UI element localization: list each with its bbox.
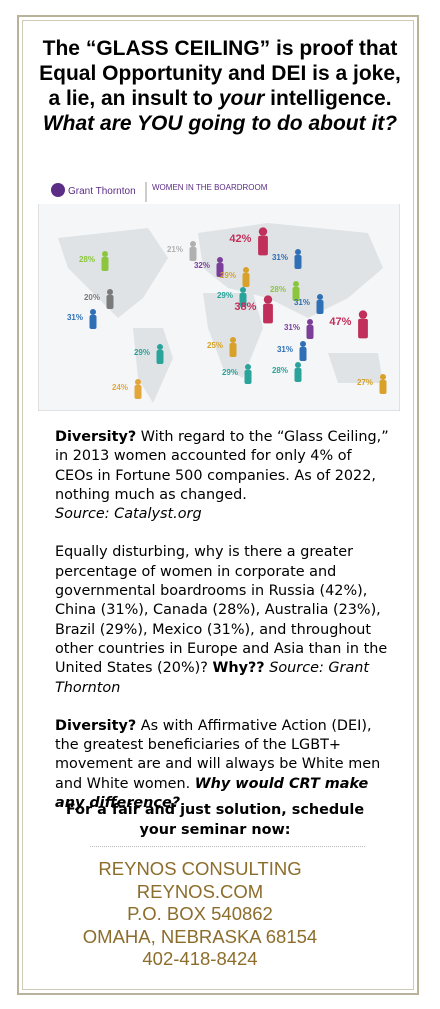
lead: Diversity? bbox=[55, 717, 137, 734]
body: Equally disturbing, why is there a great… bbox=[55, 544, 388, 677]
figure-body bbox=[294, 368, 302, 382]
figure-label: 32% bbox=[194, 261, 210, 270]
figure-label: 42% bbox=[229, 233, 251, 245]
figure-head bbox=[307, 319, 313, 325]
figure-head bbox=[263, 295, 273, 304]
infographic: Grant Thornton WOMEN IN THE BOARDROOM 28… bbox=[38, 178, 400, 411]
body-text: Diversity? With regard to the “Glass Cei… bbox=[55, 428, 393, 832]
figure-body bbox=[263, 303, 273, 324]
figure-head bbox=[317, 294, 323, 300]
figure-label: 47% bbox=[329, 316, 351, 328]
border bbox=[17, 15, 419, 995]
figure-body bbox=[379, 380, 387, 394]
source: Source: Catalyst.org bbox=[55, 506, 202, 523]
headline: The “GLASS CEILING” is proof that Equal … bbox=[35, 36, 405, 136]
figure-head bbox=[240, 287, 246, 293]
contact: REYNOS CONSULTING REYNOS.COM P.O. BOX 5408… bbox=[40, 858, 360, 971]
figure-body bbox=[316, 300, 324, 314]
figure-body bbox=[306, 325, 314, 339]
infographic-title: WOMEN IN THE BOARDROOM bbox=[152, 183, 268, 192]
figure-head bbox=[295, 362, 301, 368]
figure-body bbox=[239, 293, 247, 307]
source: Source: Grant Thornton bbox=[55, 660, 370, 696]
figure-body bbox=[258, 235, 268, 256]
figure-head bbox=[358, 310, 368, 319]
figure-head bbox=[295, 249, 301, 255]
contact-line: REYNOS CONSULTING bbox=[98, 858, 302, 879]
figure-body bbox=[89, 315, 97, 329]
figure-label: 28% bbox=[270, 285, 286, 294]
figure-body bbox=[292, 287, 300, 301]
brand: Grant Thornton bbox=[68, 186, 136, 197]
figure-label: 29% bbox=[134, 348, 150, 357]
figure-label: 29% bbox=[220, 271, 236, 280]
figure-label: 25% bbox=[207, 341, 223, 350]
figure-label: 31% bbox=[67, 313, 83, 322]
figure-label: 31% bbox=[284, 323, 300, 332]
paragraph: Equally disturbing, why is there a great… bbox=[55, 543, 393, 697]
lead: Why?? bbox=[212, 660, 265, 677]
rule bbox=[90, 846, 365, 847]
figure-head bbox=[190, 241, 196, 247]
figure-body bbox=[244, 370, 252, 384]
headline-italic: your bbox=[218, 87, 265, 110]
figure-body bbox=[101, 257, 109, 271]
figure-body bbox=[299, 347, 307, 361]
figure-head bbox=[102, 251, 108, 257]
headline-text: intelligence. bbox=[264, 87, 392, 110]
contact-line: 402-418-8424 bbox=[142, 948, 258, 969]
figure-head bbox=[135, 379, 141, 385]
figure-label: 24% bbox=[112, 383, 128, 392]
figure-head bbox=[217, 257, 223, 263]
figure-body bbox=[106, 295, 114, 309]
figure-body bbox=[242, 273, 250, 287]
header-bg bbox=[38, 178, 400, 204]
figure-body bbox=[189, 247, 197, 261]
figure-label: 31% bbox=[277, 345, 293, 354]
figure-body bbox=[216, 263, 224, 277]
figure-body bbox=[294, 255, 302, 269]
lead: Diversity? bbox=[55, 429, 137, 445]
figure-head bbox=[300, 341, 306, 347]
figure-head bbox=[258, 227, 268, 236]
figure-head bbox=[230, 337, 236, 343]
figure-label: 28% bbox=[79, 255, 95, 264]
figure-head bbox=[380, 374, 386, 380]
contact-line: OMAHA, NEBRASKA 68154 bbox=[82, 925, 318, 947]
continents bbox=[58, 223, 383, 403]
figure-label: 38% bbox=[234, 301, 256, 313]
figure-label: 29% bbox=[222, 368, 238, 377]
call-to-action: For a fair and just solution, schedule y… bbox=[65, 802, 365, 838]
headline-text: The “GLASS CEILING” is proof that Equal … bbox=[39, 37, 401, 110]
body: As with Affirmative Action (DEI), the gr… bbox=[55, 717, 381, 792]
figure-head bbox=[107, 289, 113, 295]
figure-body bbox=[156, 350, 164, 364]
figure-head bbox=[293, 281, 299, 287]
headline-italic: What are YOU going to do about it? bbox=[42, 112, 398, 135]
logo bbox=[51, 183, 65, 197]
contact-line: REYNOS.COM bbox=[136, 880, 264, 902]
figure-label: 27% bbox=[357, 378, 373, 387]
contact-line: P.O. BOX 540862 bbox=[127, 903, 273, 924]
figure-head bbox=[157, 344, 163, 350]
figure-head bbox=[243, 267, 249, 273]
figure-label: 28% bbox=[272, 366, 288, 375]
tail: Why would CRT make any difference? bbox=[55, 775, 369, 812]
figure-body bbox=[358, 318, 368, 339]
figure-head bbox=[90, 309, 96, 315]
figure-body bbox=[229, 343, 237, 357]
figure-head bbox=[245, 364, 251, 370]
paragraph: Diversity? With regard to the “Glass Cei… bbox=[55, 428, 393, 524]
figure-label: 31% bbox=[294, 298, 310, 307]
figure-label: 21% bbox=[167, 245, 183, 254]
figure-label: 29% bbox=[217, 291, 233, 300]
figure-body bbox=[134, 385, 142, 399]
figure-label: 31% bbox=[272, 253, 288, 262]
paragraph: Diversity? As with Affirmative Action (D… bbox=[55, 717, 393, 813]
body: With regard to the “Glass Ceiling,” in 2… bbox=[55, 429, 389, 503]
figure-label: 20% bbox=[84, 293, 100, 302]
